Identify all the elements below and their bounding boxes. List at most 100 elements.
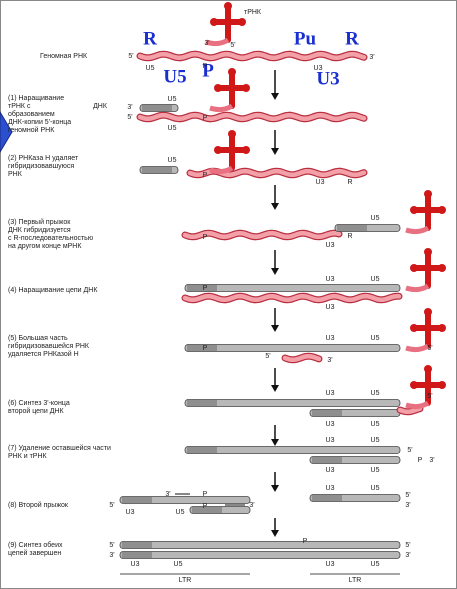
trna	[228, 130, 236, 138]
trna	[424, 190, 432, 198]
rna-strand	[397, 406, 423, 415]
region-label: 5'	[427, 345, 432, 352]
trna	[242, 146, 250, 154]
region-label: 5'	[127, 114, 132, 121]
dna-hatch	[122, 542, 152, 548]
region-label: 5'	[109, 542, 114, 549]
region-label: U3	[326, 561, 335, 568]
dna-hatch	[187, 400, 217, 406]
region-label: P	[202, 60, 214, 81]
rna-strand	[137, 112, 367, 122]
step-text: удаляется РНКазой Н	[8, 350, 79, 358]
region-label: U3	[326, 467, 335, 474]
region-label: U3	[326, 485, 335, 492]
step-text: (4) Наращивание цепи ДНК	[8, 287, 98, 294]
dna-hatch	[122, 552, 152, 558]
step-text: РНК	[8, 171, 23, 178]
trna	[410, 381, 418, 389]
trna	[209, 165, 234, 175]
region-label: 5'	[109, 502, 114, 509]
region-label: U3	[316, 179, 325, 186]
step-text: гибридизовавшуюся	[8, 162, 74, 170]
trna	[210, 18, 218, 26]
trna	[424, 248, 432, 256]
step-text: (9) Синтез обеих	[8, 541, 63, 549]
region-label: 5'	[265, 353, 270, 360]
step-text: (7) Удаление оставшейся части	[8, 444, 111, 452]
region-label: Pu	[294, 28, 317, 49]
step-text: (3) Первый прыжок	[8, 218, 71, 226]
trna	[242, 84, 250, 92]
step-text: ДНК гибридизуется	[8, 226, 71, 234]
dna-hatch	[337, 225, 367, 231]
step-text: цепей завершен	[8, 549, 61, 557]
region-label: U5	[371, 561, 380, 568]
trna	[214, 146, 222, 154]
step-text: образованием	[8, 110, 55, 118]
region-label: U5	[371, 335, 380, 342]
arrow-head	[271, 530, 279, 537]
dna-hatch	[312, 495, 342, 501]
end-label: P	[203, 63, 208, 70]
region-label: 3'	[327, 357, 332, 364]
region-label: P	[418, 457, 423, 464]
trna	[405, 343, 430, 353]
region-label: 3'	[249, 502, 254, 509]
dna-strand	[184, 344, 401, 352]
dna-hatch	[142, 167, 172, 173]
region-label: U3	[131, 561, 140, 568]
region-label: U3	[326, 421, 335, 428]
step-text: ДНК-копии 5'-конца	[8, 119, 71, 126]
region-label: R	[345, 28, 359, 49]
rna-strand	[137, 51, 367, 61]
dna-strand	[119, 541, 401, 549]
step-text: (8) Второй прыжок	[8, 501, 69, 509]
region-label: ДНК	[93, 103, 108, 110]
region-label: U5	[371, 485, 380, 492]
blue-arrow	[0, 111, 13, 153]
dna-hatch	[122, 497, 152, 503]
trna	[410, 206, 418, 214]
arrow-head	[271, 268, 279, 275]
dna-strand	[184, 399, 401, 407]
step-text: гибридизовавшейся РНК	[8, 342, 90, 350]
arrow-head	[271, 439, 279, 446]
region-label: U3	[326, 390, 335, 397]
dna-hatch	[187, 285, 217, 291]
end-label: 5'	[128, 53, 133, 60]
arrow-head	[271, 148, 279, 155]
region-label: U5	[371, 437, 380, 444]
dna-hatch	[187, 447, 217, 453]
region-label: U5	[168, 96, 177, 103]
region-label: U5	[371, 421, 380, 428]
rna-strand	[282, 353, 322, 363]
region-label: 3'	[109, 552, 114, 559]
region-label: 5'	[407, 447, 412, 454]
end-label: U5	[146, 65, 155, 72]
ltr-label: LTR	[179, 577, 192, 584]
region-label: U3	[126, 509, 135, 516]
ltr-label: LTR	[349, 577, 362, 584]
region-label: P	[203, 491, 208, 498]
region-label: U5	[168, 157, 177, 164]
region-label: U3	[326, 437, 335, 444]
step-text: (5) Большая часть	[8, 335, 68, 342]
rna-strand	[182, 230, 342, 240]
dna-strand	[119, 496, 251, 504]
step-text: (6) Синтез 3'-конца	[8, 400, 70, 407]
region-label: 3'	[405, 552, 410, 559]
trna	[405, 225, 430, 235]
arrow-head	[271, 485, 279, 492]
step-text: тРНК с	[8, 103, 31, 110]
region-label: 3'	[165, 491, 170, 498]
region-label: 5'	[427, 393, 432, 400]
region-label: 3'	[127, 104, 132, 111]
region-label: 3'	[405, 502, 410, 509]
region-label: R	[143, 28, 157, 49]
trna	[228, 68, 236, 76]
region-label: U5	[176, 509, 185, 516]
dna-strand	[184, 446, 401, 454]
trna	[424, 308, 432, 316]
dna-strand	[119, 551, 401, 559]
end-label: 3'	[204, 40, 209, 47]
